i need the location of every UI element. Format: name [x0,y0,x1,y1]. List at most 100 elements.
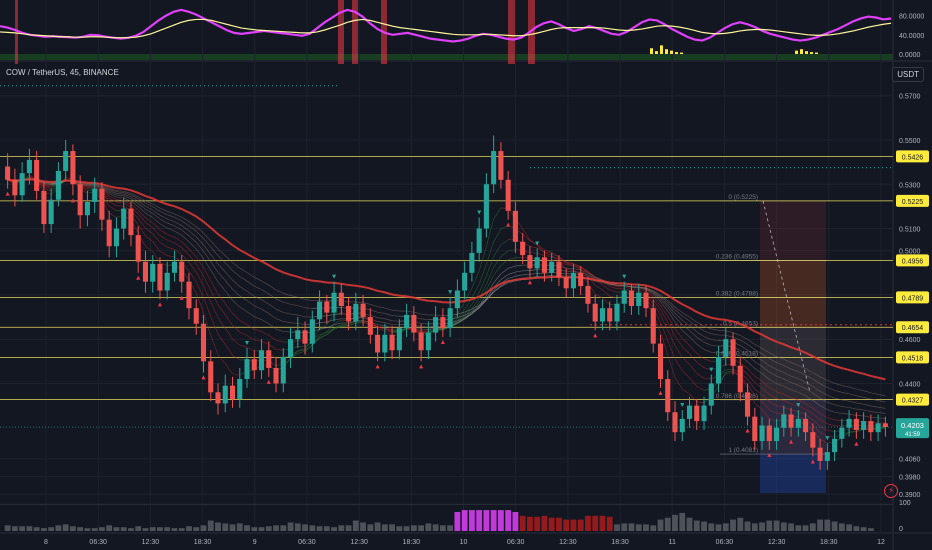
ma-ribbon-segment [682,324,690,331]
price-tick-label: 0.3900 [899,492,921,499]
volume-bar [374,522,381,531]
ma-ribbon-segment [268,293,277,300]
ma-ribbon-segment [812,392,821,399]
ma-ribbon-segment [94,184,103,189]
volume-bar [534,516,541,531]
ma-ribbon-segment [783,365,792,370]
ma-ribbon-segment [167,222,175,227]
time-tick-label: 18:30 [194,539,212,546]
candle-body [150,263,156,282]
ma-ribbon-segment [224,303,233,314]
volume-bar [236,523,243,531]
volume-bar [352,520,359,531]
level-price-tag [896,321,929,334]
candle-body [563,277,569,289]
ma-ribbon-segment [246,290,255,297]
ma-ribbon-segment [116,201,124,204]
ma-ribbon-segment [783,378,792,383]
ma-ribbon-segment [246,335,255,341]
candle-body [462,272,468,291]
ma-ribbon-segment [188,230,197,238]
ma-ribbon-segment [827,394,835,399]
ma-ribbon-segment [188,221,197,227]
ma-ribbon-segment [747,379,756,390]
lightning-icon[interactable]: ⚡ [884,484,898,498]
ma-ribbon-segment [682,319,690,326]
volume-bar [403,526,410,531]
ma-ribbon-segment [471,304,480,310]
ma-ribbon-segment [392,309,400,312]
ma-ribbon-segment [660,294,668,301]
ma-ribbon-segment [841,385,850,388]
ma-ribbon-segment [195,281,204,298]
candle-body [607,308,613,322]
ma-ribbon-segment [769,387,777,393]
oscillator-histogram-bar [675,52,678,54]
ma-ribbon-segment [421,318,429,321]
ma-ribbon-segment [856,388,864,392]
volume-bar [802,525,809,531]
candle-body [679,418,685,433]
overbought-highlight-bar [338,0,344,64]
ma-ribbon-segment [217,248,226,256]
oscillator-histogram-bar [795,50,798,54]
ma-ribbon-segment [232,313,240,321]
ma-ribbon-segment [326,319,335,323]
ma-ribbon-segment [203,244,212,255]
volume-bar [548,517,555,531]
volume-bar [715,524,722,531]
volume-bar [323,526,330,531]
sell-signal-arrow [854,441,859,446]
ma-ribbon-segment [660,332,669,356]
currency-button[interactable]: USDT [892,67,924,82]
ma-ribbon-segment [500,259,509,266]
ma-ribbon-segment [471,270,480,289]
ma-ribbon-segment [783,372,792,377]
ma-ribbon-segment [566,264,574,266]
ma-ribbon-segment [261,308,269,314]
candle-body [317,301,323,320]
ma-ribbon-segment [457,317,465,322]
ma-ribbon-segment [769,418,777,422]
ma-ribbon-segment [696,326,705,332]
ma-ribbon-segment [188,270,197,282]
oscillator-histogram-bar [650,48,653,54]
ma-ribbon-segment [776,383,784,387]
ma-ribbon-segment [159,211,168,216]
volume-bar [432,524,439,531]
ma-ribbon-segment [486,275,494,291]
ma-ribbon-segment [174,256,182,263]
ma-ribbon-segment [573,263,581,268]
volume-bar [751,523,758,531]
ma-ribbon-segment [188,235,197,243]
ma-ribbon-segment [645,287,654,291]
ma-ribbon-segment [261,289,269,295]
sell-signal-arrow [179,295,184,300]
ma-ribbon-segment [856,408,864,411]
ma-ribbon-segment [863,403,871,407]
ma-ribbon-segment [268,303,277,310]
ma-ribbon-segment [239,344,248,348]
ma-ribbon-segment [145,200,153,205]
ma-ribbon-segment [486,218,494,247]
oscillator-histogram-bar [805,51,808,54]
volume-bar [367,524,374,531]
ma-ribbon-segment [725,334,734,338]
volume-bar [527,516,533,531]
ma-ribbon-segment [167,214,175,218]
volume-bar [142,528,149,531]
time-tick-label: 12:30 [350,539,368,546]
ma-ribbon-segment [508,271,516,275]
ma-ribbon-segment [152,203,161,209]
ma-ribbon-segment [167,255,175,258]
fib-level-label: 0.382 (0.4788) [716,291,758,298]
ma-ribbon-segment [761,360,770,366]
ma-ribbon-segment [486,267,494,285]
ma-ribbon-segment [493,286,502,293]
ma-ribbon-segment [602,289,610,297]
time-tick-label: 12:30 [768,539,786,546]
ma-ribbon-segment [167,239,175,244]
oscillator-line-primary [0,8,892,43]
ma-ribbon-segment [645,289,654,295]
